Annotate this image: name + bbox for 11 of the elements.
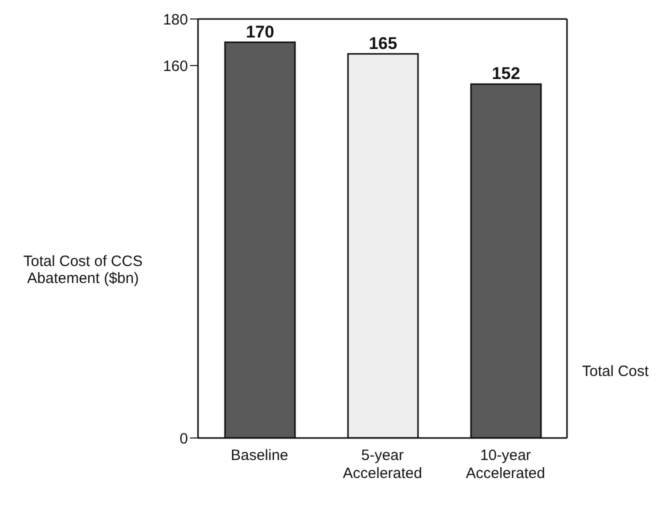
- y-tick-label: 160: [162, 58, 188, 75]
- y-tick-label: 0: [180, 430, 188, 448]
- x-tick-label: Baseline: [230, 447, 288, 464]
- x-tick-label: 5-year Accelerated: [342, 447, 422, 482]
- data-label: 165: [368, 34, 398, 53]
- data-label: 170: [246, 22, 274, 42]
- x-tick-label: 10-year Accelerated: [466, 447, 546, 482]
- text: Total Cost: [582, 363, 649, 380]
- data-label: 152: [492, 64, 520, 84]
- y-tick-label: 180: [162, 11, 188, 28]
- y-axis-title: Total Cost of CCS Abatement ($bn): [22, 253, 144, 287]
